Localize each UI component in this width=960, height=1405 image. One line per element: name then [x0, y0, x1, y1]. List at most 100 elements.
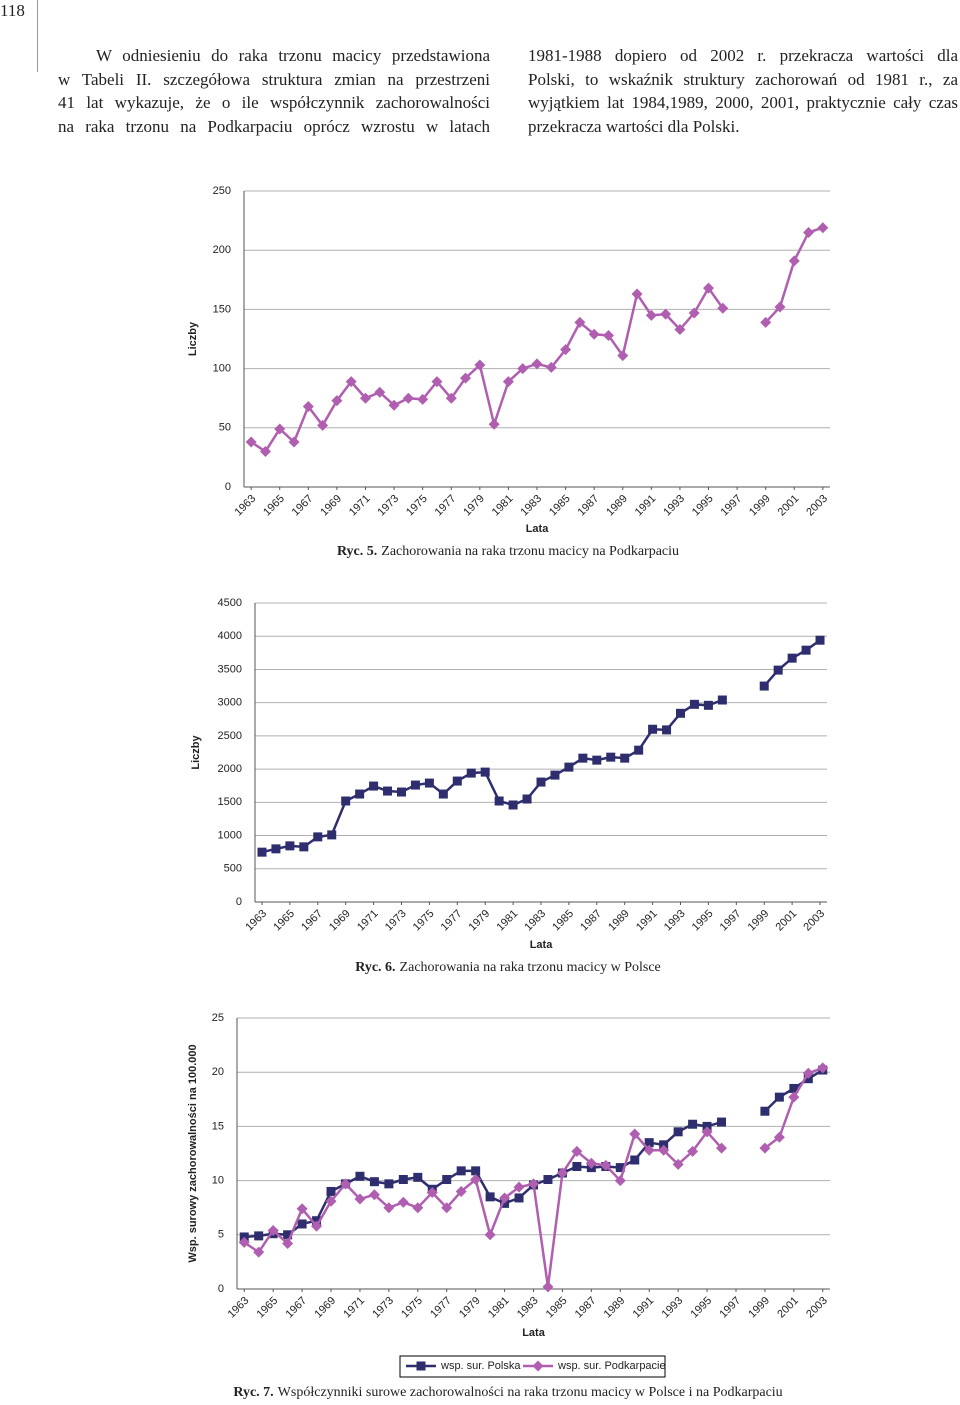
- data-point: [658, 1144, 670, 1156]
- y-tick-label: 150: [213, 303, 231, 315]
- data-point: [703, 282, 715, 294]
- data-point: [572, 1162, 582, 1172]
- x-tick-label: 1983: [518, 493, 544, 519]
- text-line: 41 lat wykazuje, że o ile współczynnik z…: [58, 93, 490, 112]
- data-point: [630, 1155, 640, 1165]
- data-point: [271, 844, 281, 854]
- data-point: [313, 832, 323, 842]
- data-point: [629, 1128, 641, 1140]
- data-point: [384, 1179, 394, 1189]
- x-tick-label: 1977: [428, 1295, 454, 1321]
- text-line: 1981-1988 dopiero od 2002 r. przekracza …: [528, 46, 958, 65]
- x-tick-label: 1999: [746, 1295, 772, 1321]
- legend-box: [399, 1355, 666, 1378]
- figure-label: Ryc. 5.: [337, 544, 377, 559]
- x-tick-label: 1987: [578, 908, 604, 934]
- data-point: [383, 1202, 395, 1214]
- x-tick-label: 1995: [688, 1295, 714, 1321]
- data-point: [517, 363, 529, 375]
- text-line: W odniesieniu do raka trzonu macicy prze…: [96, 46, 490, 65]
- y-tick-label: 0: [218, 1283, 224, 1295]
- data-point: [471, 1166, 481, 1176]
- data-point: [480, 767, 490, 777]
- data-point: [560, 344, 572, 356]
- data-point: [617, 350, 629, 362]
- y-axis-label: Liczby: [190, 735, 202, 770]
- x-axis-label: Lata: [526, 523, 550, 535]
- caption-text: Współczynniki surowe zachorowalności na …: [278, 1385, 783, 1400]
- data-point: [556, 1167, 568, 1179]
- x-tick-label: 2001: [776, 493, 802, 519]
- data-point: [355, 789, 365, 799]
- x-tick-label: 1963: [243, 908, 269, 934]
- series-line: [764, 1066, 824, 1150]
- data-point: [502, 376, 514, 388]
- data-point: [787, 653, 797, 663]
- x-tick-label: 1981: [490, 493, 516, 519]
- data-point: [631, 288, 643, 300]
- data-point: [817, 1062, 829, 1074]
- data-point: [325, 1195, 337, 1207]
- data-point: [311, 1220, 323, 1232]
- data-point: [345, 376, 357, 388]
- text-column: W odniesieniu do raka trzonu macicy prze…: [58, 44, 490, 138]
- data-point: [254, 1231, 264, 1241]
- data-point: [513, 1181, 525, 1193]
- data-point: [689, 699, 699, 709]
- y-tick-label: 50: [219, 422, 231, 434]
- data-point: [508, 800, 518, 810]
- margin-rule: [37, 0, 38, 72]
- text-line: Polski, to wskaźnik struktury zachorowań…: [528, 69, 958, 89]
- x-tick-label: 1973: [370, 1295, 396, 1321]
- x-tick-label: 1979: [457, 1295, 483, 1321]
- x-tick-label: 1997: [718, 908, 744, 934]
- x-tick-label: 1969: [318, 493, 344, 519]
- data-point: [402, 392, 414, 404]
- data-point: [413, 1172, 423, 1182]
- figure-label: Ryc. 7.: [233, 1385, 273, 1400]
- x-tick-label: 1969: [312, 1295, 338, 1321]
- data-point: [267, 1224, 279, 1236]
- data-point: [774, 301, 786, 313]
- data-point: [317, 419, 329, 431]
- data-point: [817, 222, 829, 234]
- data-point: [259, 445, 271, 457]
- data-point: [660, 308, 672, 320]
- data-point: [672, 1158, 684, 1170]
- x-tick-label: 1999: [746, 908, 772, 934]
- data-point: [253, 1246, 265, 1258]
- x-tick-label: 1969: [327, 908, 353, 934]
- y-tick-label: 3000: [218, 697, 242, 709]
- data-point: [445, 392, 457, 404]
- data-point: [369, 1177, 379, 1187]
- series-line: [243, 1129, 723, 1288]
- data-point: [288, 436, 300, 448]
- data-point: [374, 386, 386, 398]
- x-tick-label: 1967: [290, 493, 316, 519]
- x-tick-label: 1991: [634, 908, 660, 934]
- x-tick-label: 1971: [347, 493, 373, 519]
- data-point: [339, 1178, 351, 1190]
- y-tick-label: 10: [212, 1175, 224, 1187]
- x-tick-label: 1989: [602, 1295, 628, 1321]
- x-tick-label: 1983: [522, 908, 548, 934]
- data-point: [687, 1145, 699, 1157]
- text-line: na raka trzonu na Podkarpaciu oprócz wzr…: [58, 116, 490, 136]
- data-point: [466, 768, 476, 778]
- figure-caption: Ryc. 6. Zachorowania na raka trzonu macic…: [355, 960, 661, 975]
- data-point: [588, 328, 600, 340]
- data-point: [717, 695, 727, 705]
- x-tick-label: 1967: [283, 1295, 309, 1321]
- data-point: [614, 1175, 626, 1187]
- data-point: [815, 635, 825, 645]
- page-number: 118: [0, 1, 25, 20]
- data-point: [760, 1106, 770, 1116]
- data-point: [441, 1202, 453, 1214]
- x-tick-label: 1989: [606, 908, 632, 934]
- data-point: [803, 226, 815, 238]
- data-point: [369, 781, 379, 791]
- data-point: [536, 777, 546, 787]
- y-tick-label: 200: [213, 244, 231, 256]
- data-point: [274, 423, 286, 435]
